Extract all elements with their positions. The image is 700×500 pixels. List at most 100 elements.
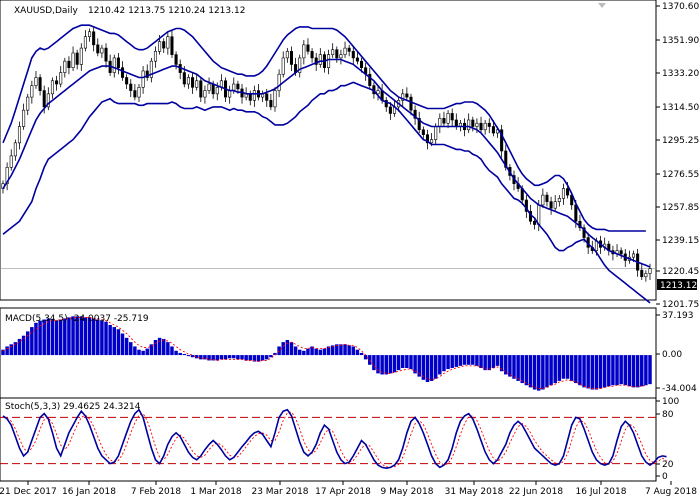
macd-bar: [96, 319, 100, 356]
macd-bar: [75, 316, 79, 356]
candle-body: [228, 90, 232, 98]
macd-bar: [141, 350, 145, 356]
candle: [446, 110, 450, 129]
macd-bar: [557, 355, 562, 381]
macd-bar: [203, 355, 207, 360]
candle: [442, 111, 446, 127]
macd-bar: [446, 355, 450, 370]
macd-bar: [594, 355, 599, 390]
candle-body: [232, 83, 236, 91]
candle-body: [500, 129, 504, 152]
stochastic-title: Stoch(5,3,3) 29.4625 24.3214: [5, 402, 141, 412]
x-tick-label: 1 Mar 2018: [190, 487, 242, 497]
candle: [500, 124, 504, 158]
macd-bar: [50, 319, 55, 356]
candle: [627, 250, 631, 264]
candle: [5, 162, 9, 191]
stochastic-panel: [0, 397, 657, 482]
candle: [607, 240, 611, 256]
candle: [195, 74, 199, 91]
macd-bar: [368, 355, 372, 365]
candle: [541, 188, 545, 209]
candle-body: [9, 155, 13, 168]
macd-bar: [483, 355, 487, 371]
candle-body: [182, 72, 186, 85]
macd-bar: [438, 355, 442, 375]
stoch-layer: [0, 408, 667, 470]
candle: [207, 77, 211, 94]
price-y-tick-label: 1220.45: [662, 267, 699, 277]
candle-body: [331, 49, 335, 55]
candle-body: [582, 227, 586, 238]
macd-bar: [631, 355, 636, 388]
candle: [178, 59, 182, 80]
stoch-k-line: [2, 408, 667, 470]
macd-bar: [615, 355, 619, 386]
candle-body: [277, 73, 281, 91]
stoch-y-tick-label: 20: [662, 460, 674, 470]
macd-bar: [520, 355, 524, 384]
macd-bar: [108, 324, 112, 356]
macd-bar: [553, 355, 557, 384]
stoch-y-tick-label: 80: [662, 410, 674, 420]
macd-bar: [71, 316, 75, 356]
candle: [166, 31, 170, 55]
macd-bar: [58, 319, 63, 356]
x-tick-label: 7 Aug 2018: [645, 487, 697, 497]
macd-bar: [83, 317, 88, 356]
macd-bar: [450, 355, 454, 368]
candle-body: [285, 51, 289, 59]
candle-body: [46, 93, 50, 108]
candle-body: [83, 36, 87, 49]
candle: [463, 118, 467, 137]
candle-body: [67, 60, 71, 69]
candle: [240, 84, 244, 104]
macd-bar: [252, 355, 257, 362]
candle: [186, 74, 190, 89]
candle-body: [215, 87, 219, 95]
candle-body: [153, 51, 158, 62]
macd-bar: [63, 318, 67, 356]
macd-bar: [178, 352, 182, 356]
macd-bar: [388, 355, 393, 374]
candle-body: [186, 77, 190, 85]
candle: [289, 46, 293, 71]
macd-bar: [343, 344, 347, 356]
candle-body: [50, 80, 54, 95]
last-price-box: [657, 279, 697, 290]
macd-bar: [166, 342, 170, 356]
candle: [454, 113, 458, 130]
candle-body: [133, 90, 137, 98]
candle: [479, 116, 483, 134]
macd-bar: [648, 355, 652, 385]
macd-bar: [211, 355, 215, 361]
candle: [145, 64, 149, 81]
macd-bar: [578, 355, 582, 386]
macd-bar: [458, 355, 463, 366]
candle-body: [504, 150, 508, 168]
candle: [438, 113, 442, 134]
macd-bar: [34, 322, 38, 356]
candle-body: [491, 126, 495, 134]
macd-bar: [30, 327, 34, 356]
collapse-triangle-icon[interactable]: [598, 3, 606, 8]
macd-bar: [471, 355, 475, 365]
candle-body: [388, 106, 392, 114]
macd-bar: [25, 331, 30, 356]
candle-body: [640, 269, 644, 278]
macd-bar: [359, 352, 364, 356]
candle-body: [13, 142, 17, 157]
candle: [578, 214, 582, 232]
macd-bar: [306, 348, 310, 356]
candle-body: [88, 31, 92, 37]
candle-body: [376, 90, 380, 95]
candle-body: [368, 73, 372, 86]
macd-bar: [619, 355, 623, 385]
candle: [170, 30, 174, 58]
macd-bar: [396, 355, 401, 371]
macd-bar: [351, 346, 356, 356]
macd-bar: [409, 355, 413, 370]
macd-bar: [516, 355, 520, 381]
x-tick-label: 23 Mar 2018: [251, 487, 308, 497]
